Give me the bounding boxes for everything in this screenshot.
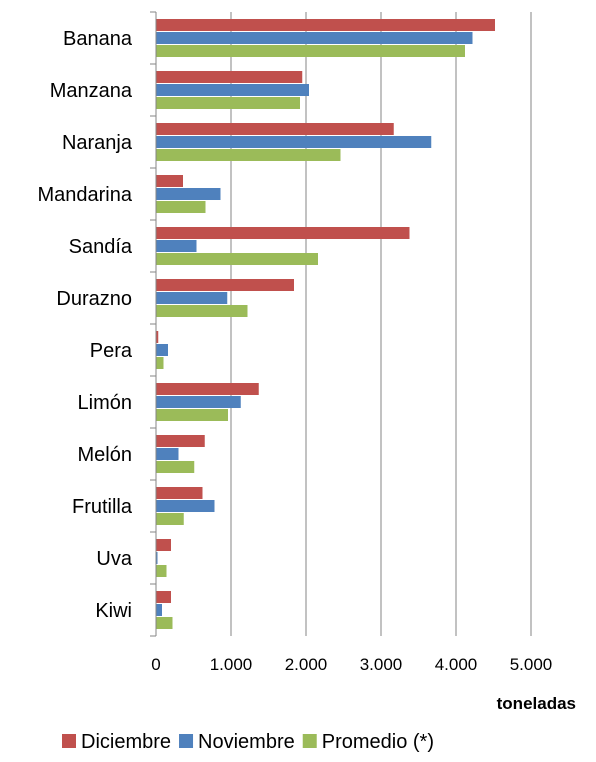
bar-promedio: [156, 253, 318, 265]
bar-noviembre: [156, 448, 179, 460]
bar-diciembre: [156, 279, 294, 291]
bar-diciembre: [156, 383, 259, 395]
x-tick-labels: 0 1.000 2.000 3.000 4.000 5.000: [151, 655, 552, 674]
legend-label: Noviembre: [198, 731, 295, 753]
bar-noviembre: [156, 84, 309, 96]
legend-swatch: [62, 734, 76, 748]
bar-promedio: [156, 97, 300, 109]
bar-diciembre: [156, 591, 171, 603]
category-label: Uva: [96, 548, 132, 570]
category-label: Mandarina: [37, 184, 132, 206]
legend-swatch: [302, 734, 317, 748]
x-axis-label: toneladas: [497, 694, 576, 713]
bar-diciembre: [156, 71, 303, 83]
x-tick-label: 2.000: [285, 655, 328, 674]
bar-noviembre: [156, 500, 215, 512]
bar-diciembre: [156, 19, 495, 31]
bar-promedio: [156, 565, 167, 577]
bar-diciembre: [156, 175, 183, 187]
category-label: Kiwi: [95, 600, 132, 622]
x-tick-label: 4.000: [435, 655, 478, 674]
category-labels: Banana Manzana Naranja Mandarina Sandía Duraz…: [37, 28, 132, 622]
category-label: Naranja: [62, 132, 133, 154]
legend-label: Promedio (*): [322, 731, 434, 753]
bar-noviembre: [156, 188, 221, 200]
bar-promedio: [156, 305, 248, 317]
bars: [156, 19, 495, 629]
x-tick-label: 3.000: [360, 655, 403, 674]
bar-noviembre: [156, 552, 158, 564]
bar-noviembre: [156, 604, 162, 616]
bar-promedio: [156, 45, 465, 57]
bar-promedio: [156, 409, 228, 421]
bar-promedio: [156, 461, 195, 473]
category-label: Durazno: [56, 288, 132, 310]
bar-diciembre: [156, 227, 410, 239]
x-tick-label: 0: [151, 655, 160, 674]
bar-diciembre: [156, 539, 171, 551]
bar-noviembre: [156, 240, 197, 252]
bar-noviembre: [156, 136, 432, 148]
category-label: Melón: [78, 444, 132, 466]
category-label: Limón: [78, 392, 132, 414]
bar-noviembre: [156, 292, 228, 304]
legend: Diciembre Noviembre Promedio (*): [62, 731, 434, 753]
bar-noviembre: [156, 344, 168, 356]
bar-promedio: [156, 357, 164, 369]
category-label: Pera: [90, 340, 133, 362]
legend-label: Diciembre: [81, 731, 171, 753]
legend-swatch: [179, 734, 194, 748]
bar-noviembre: [156, 32, 473, 44]
bar-promedio: [156, 201, 206, 213]
grid-lines: [150, 11, 532, 637]
bar-promedio: [156, 149, 341, 161]
category-label: Banana: [63, 28, 133, 50]
bar-diciembre: [156, 123, 394, 135]
x-tick-label: 5.000: [510, 655, 553, 674]
bar-diciembre: [156, 487, 203, 499]
bar-noviembre: [156, 396, 241, 408]
bar-promedio: [156, 513, 184, 525]
bar-diciembre: [156, 435, 205, 447]
bar-promedio: [156, 617, 173, 629]
category-label: Frutilla: [72, 496, 133, 518]
category-label: Manzana: [50, 80, 133, 102]
x-tick-label: 1.000: [210, 655, 253, 674]
category-label: Sandía: [69, 236, 133, 258]
bar-diciembre: [156, 331, 159, 343]
